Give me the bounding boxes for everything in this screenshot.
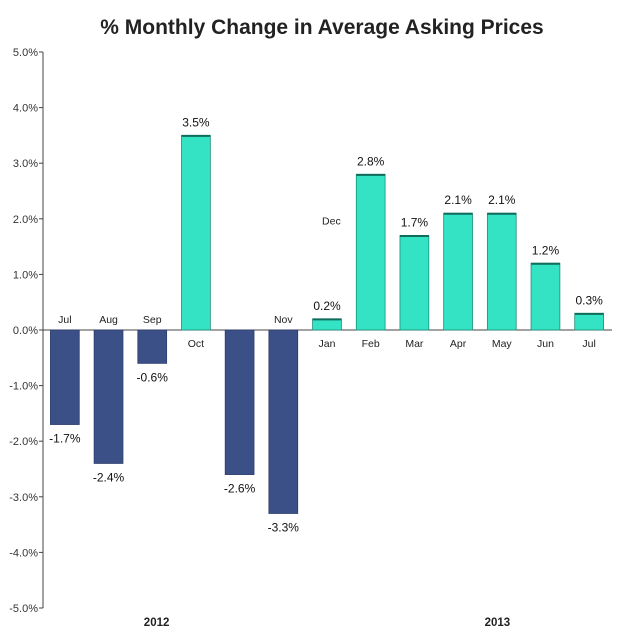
y-tick-label: -4.0% xyxy=(9,547,38,559)
bar xyxy=(530,262,561,331)
y-tick-label: -2.0% xyxy=(9,436,38,448)
y-tick-label: 1.0% xyxy=(13,269,38,281)
data-label: 2.1% xyxy=(488,193,516,207)
category-labels: Jul Aug Sep Oct Nov Jan Feb Mar Apr May Jun Jul xyxy=(58,314,596,350)
data-label: -2.6% xyxy=(224,482,256,496)
category-label: Apr xyxy=(450,338,467,350)
dec-annotation: Dec xyxy=(322,215,341,227)
data-label: -0.6% xyxy=(137,370,169,384)
data-label: -3.3% xyxy=(268,520,300,534)
bar xyxy=(137,329,168,364)
y-tick-label: 3.0% xyxy=(13,158,38,170)
data-label: 0.3% xyxy=(575,293,603,307)
bar xyxy=(443,212,473,331)
y-tick-label: 4.0% xyxy=(13,103,38,115)
data-label: 1.2% xyxy=(532,243,560,257)
bar xyxy=(224,329,255,475)
category-label: Sep xyxy=(143,314,162,326)
category-label: Oct xyxy=(188,338,204,350)
bar xyxy=(93,329,124,464)
y-tick-label: 0.0% xyxy=(13,325,38,337)
year-labels: 2012 2013 xyxy=(144,617,510,629)
bar xyxy=(574,312,604,331)
y-tick-label: 2.0% xyxy=(13,214,38,226)
bar xyxy=(181,134,211,331)
data-label: 1.7% xyxy=(401,215,429,229)
category-label: Jul xyxy=(58,314,71,326)
bar xyxy=(486,212,517,331)
data-labels: -1.7% -2.4% -0.6% 3.5% -2.6% -3.3% 0.2% 2.8% 1.7… xyxy=(49,115,603,534)
bar xyxy=(312,318,342,331)
category-label: Mar xyxy=(405,338,424,350)
bar xyxy=(268,329,299,514)
bar xyxy=(399,235,430,331)
annotations: Dec xyxy=(322,215,341,227)
category-label: Nov xyxy=(274,314,293,326)
data-label: 3.5% xyxy=(182,115,210,129)
y-tick-label: -3.0% xyxy=(9,492,38,504)
data-label: 2.1% xyxy=(444,193,472,207)
category-label: Aug xyxy=(99,314,118,326)
category-label: Jun xyxy=(537,338,554,350)
y-tick-label: -5.0% xyxy=(9,603,38,615)
bars xyxy=(50,134,604,514)
data-label: -1.7% xyxy=(49,432,81,446)
category-label: May xyxy=(492,338,513,350)
category-label: Feb xyxy=(362,338,380,350)
y-tick-label: -1.0% xyxy=(9,381,38,393)
bar xyxy=(355,173,386,331)
category-label: Jan xyxy=(319,338,336,350)
bar xyxy=(50,329,80,425)
year-label-2012: 2012 xyxy=(144,617,170,629)
category-label: Jul xyxy=(582,338,595,350)
data-label: -2.4% xyxy=(93,470,125,484)
data-label: 2.8% xyxy=(357,154,385,168)
y-tick-label: 5.0% xyxy=(13,47,38,59)
chart-title: % Monthly Change in Average Asking Price… xyxy=(100,16,543,39)
data-label: 0.2% xyxy=(313,299,341,313)
year-label-2013: 2013 xyxy=(485,617,511,629)
